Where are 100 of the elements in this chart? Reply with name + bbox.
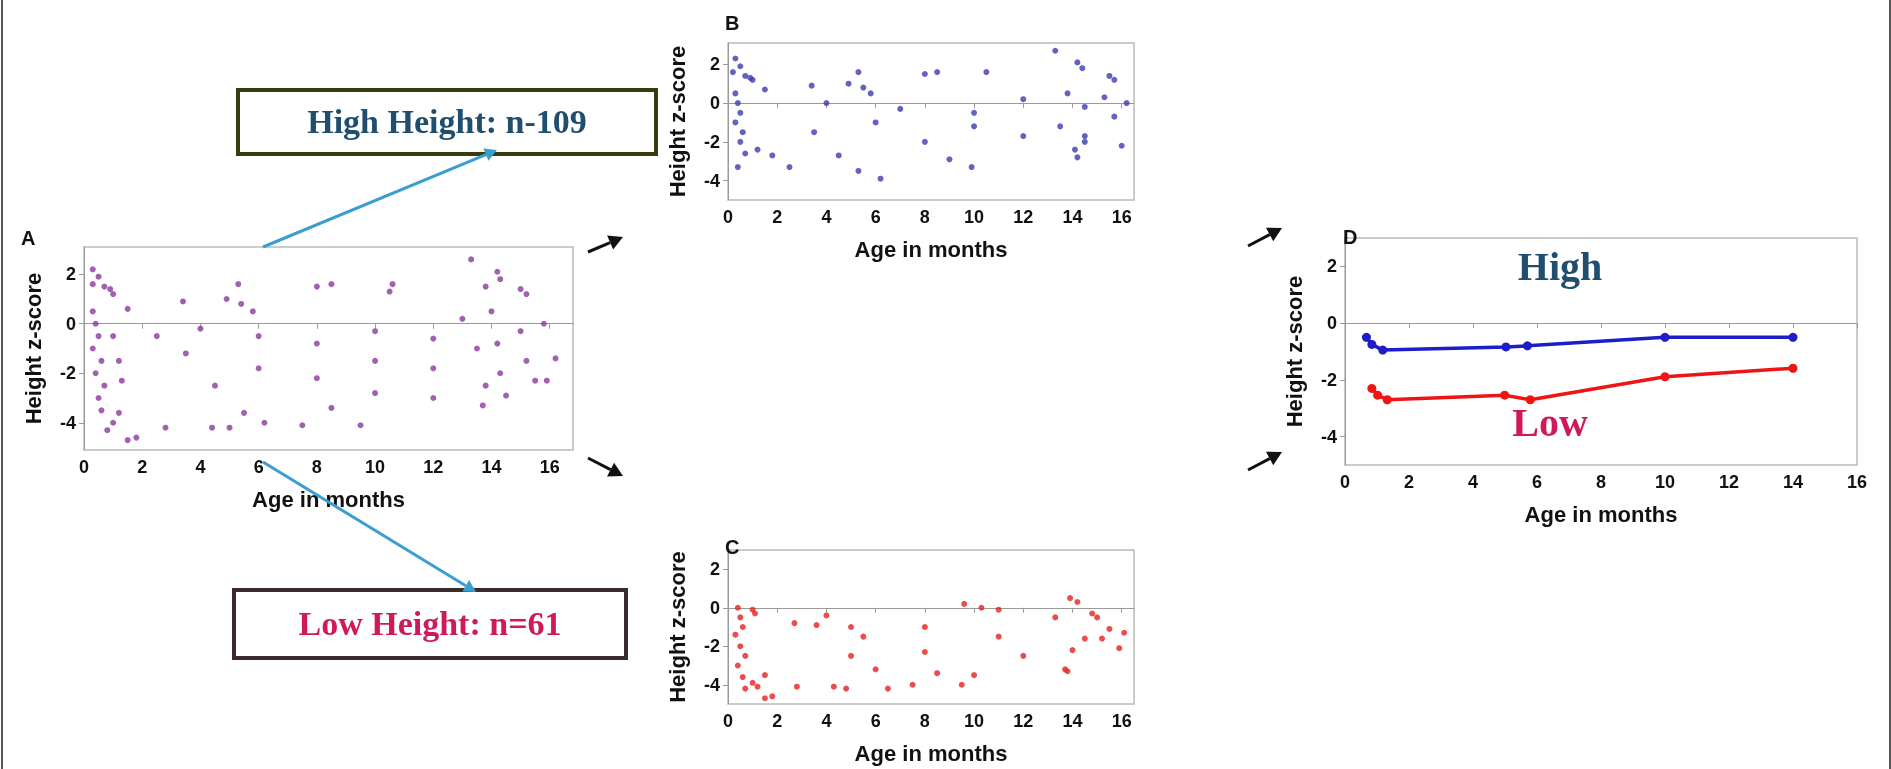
point (830, 683, 837, 690)
point (793, 683, 800, 690)
point (729, 69, 736, 76)
point (761, 86, 768, 93)
point (1020, 133, 1027, 140)
point (934, 69, 941, 76)
point (739, 624, 746, 630)
point (739, 129, 746, 136)
point (1099, 635, 1106, 642)
point (1500, 390, 1510, 400)
point (1660, 372, 1670, 382)
point (769, 693, 776, 700)
y-tick-label: -4 (703, 170, 720, 191)
point (791, 620, 798, 627)
x-tick-label: 16 (539, 457, 560, 477)
point (737, 109, 744, 116)
point (897, 105, 904, 112)
x-axis-title: Age in months (1524, 501, 1678, 527)
y-tick-label: 2 (709, 54, 720, 75)
x-tick-label: 12 (1013, 711, 1034, 731)
point (786, 164, 793, 171)
x-tick-label: 2 (772, 711, 783, 731)
y-tick-label: -4 (703, 674, 720, 695)
point (742, 685, 749, 692)
point (1074, 59, 1081, 66)
annotation: High (1517, 243, 1603, 289)
x-tick-label: 14 (1062, 711, 1083, 731)
point (1788, 332, 1798, 342)
point (1071, 146, 1078, 153)
point (971, 672, 978, 679)
point (754, 146, 761, 153)
x-tick-label: 2 (1403, 472, 1415, 492)
point (995, 633, 1002, 640)
point (872, 119, 879, 126)
point (971, 123, 978, 130)
point (1106, 625, 1113, 632)
y-tick-label: -2 (1320, 369, 1337, 390)
x-tick-label: 8 (1595, 472, 1607, 492)
point (909, 681, 916, 688)
y-tick-label: -2 (703, 131, 720, 152)
point (921, 138, 928, 145)
y-tick-label: -2 (703, 636, 720, 657)
point (1081, 133, 1088, 140)
x-tick-label: 8 (919, 207, 930, 227)
point (732, 55, 739, 62)
point (1367, 383, 1377, 393)
point (1089, 610, 1096, 617)
chart-title: D (1343, 226, 1358, 248)
x-tick-label: 0 (78, 457, 90, 477)
point (1081, 138, 1088, 145)
text: Low Height: n=61 (232, 588, 628, 660)
point (737, 614, 744, 621)
text: High Height: n-109 (236, 88, 658, 156)
point (1123, 100, 1130, 107)
y-tick-label: 0 (709, 93, 720, 114)
x-tick-label: 10 (964, 207, 985, 227)
point (1121, 629, 1128, 636)
point (1382, 395, 1392, 405)
point (958, 681, 965, 688)
y-axis-title: Height z-score (1281, 275, 1307, 428)
point (1501, 342, 1511, 352)
x-tick-label: 4 (195, 457, 206, 477)
x-axis-title: Age in months (252, 486, 405, 512)
point (742, 150, 749, 157)
point (737, 63, 744, 70)
x-tick-label: 2 (772, 207, 783, 227)
x-tick-label: 6 (870, 711, 881, 731)
y-axis-title: Height z-score (664, 45, 690, 198)
point (1660, 332, 1670, 342)
point (732, 90, 739, 97)
point (867, 90, 874, 97)
point (1052, 47, 1059, 54)
point (978, 604, 985, 611)
point (961, 600, 968, 607)
x-tick-label: 16 (1111, 207, 1132, 227)
x-tick-label: 2 (137, 457, 148, 477)
point (1067, 595, 1074, 602)
point (734, 604, 741, 611)
point (1081, 635, 1088, 642)
x-tick-label: 12 (1718, 472, 1740, 492)
point (761, 695, 768, 702)
x-axis-title: Age in months (854, 236, 1008, 262)
point (921, 649, 928, 656)
y-tick-label: 2 (1326, 256, 1337, 277)
x-tick-label: 14 (1782, 472, 1804, 492)
point (1522, 341, 1532, 351)
x-tick-label: 6 (870, 207, 881, 227)
point (1788, 363, 1798, 373)
x-tick-label: 6 (253, 457, 264, 477)
point (1020, 96, 1027, 103)
point (934, 670, 941, 677)
point (1367, 339, 1377, 349)
point (749, 679, 756, 686)
point (1525, 395, 1535, 405)
point (968, 164, 975, 171)
point (739, 674, 746, 681)
x-tick-label: 12 (1013, 207, 1034, 227)
point (1064, 90, 1071, 97)
point (813, 622, 820, 629)
point (769, 152, 776, 159)
